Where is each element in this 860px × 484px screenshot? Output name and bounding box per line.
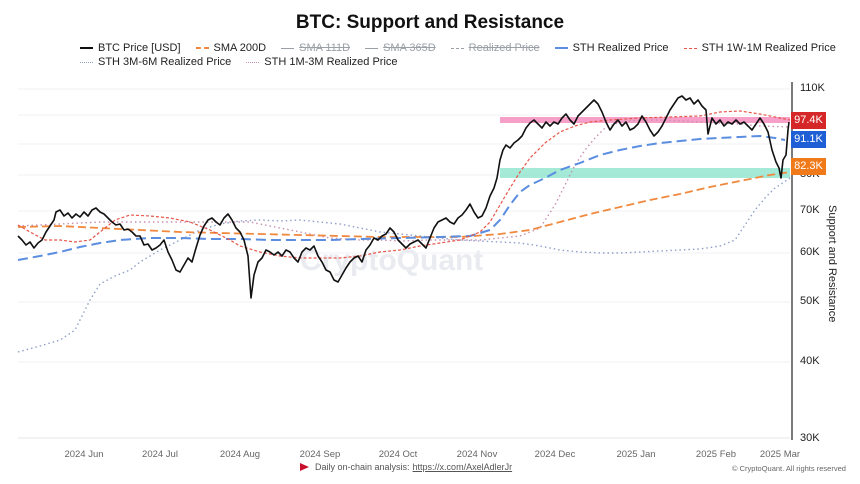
xtick: 2024 Aug [219,449,261,460]
solid-line-icon [281,47,295,49]
y-axis-title: Support and Resistance [826,205,838,323]
gridlines [18,88,790,439]
legend-item-sma-365d[interactable]: SMA 365D [365,41,436,55]
ytick: 110K [800,82,825,94]
chart-title: BTC: Support and Resistance [295,12,565,33]
series-sth-realized [17,134,786,261]
legend-row-1: BTC Price [USD] SMA 200D SMA 111D SMA 36… [80,41,840,55]
legend-item-btc-price[interactable]: BTC Price [USD] [80,41,181,55]
ytick: 50K [800,295,820,307]
badge-97-4k: 97.4K [791,112,826,129]
legend-item-sma-111d[interactable]: SMA 111D [281,41,350,55]
legend-item-sth-realized-price[interactable]: STH Realized Price [554,41,669,55]
dashed-line-icon [554,47,568,49]
series-sth-1w-1m [17,110,791,259]
solid-line-icon [80,47,93,49]
series-sth-1m-3m [17,119,791,242]
xtick: 2025 Feb [695,449,737,460]
dash-dot-line-icon [450,47,464,49]
series-btc-price [17,95,790,299]
analysis-label: Daily on-chain analysis: [315,462,410,472]
legend-item-sth-3m-6m[interactable]: STH 3M-6M Realized Price [80,55,231,69]
dotted-line-icon [246,61,260,63]
dashed-line-icon [195,47,209,49]
support-band [500,168,790,178]
legend-item-sth-1w-1m[interactable]: STH 1W-1M Realized Price [683,41,836,55]
xtick: 2024 Sep [299,449,341,460]
analysis-link[interactable]: https://x.com/AxelAdlerJr [412,462,513,472]
xtick: 2024 Dec [534,449,576,460]
legend-item-sma-200d[interactable]: SMA 200D [195,41,266,55]
series-sth-3m-6m [17,177,791,353]
badge-82-3k: 82.3K [791,158,826,175]
footer-analysis: Daily on-chain analysis: https://x.com/A… [300,462,512,472]
legend: BTC Price [USD] SMA 200D SMA 111D SMA 36… [80,41,840,69]
ytick: 60K [800,246,820,258]
copyright: © CryptoQuant. All rights reserved [732,464,846,473]
dotted-line-icon [80,61,93,63]
flag-icon [300,463,309,471]
dashed-line-icon [683,47,697,49]
xtick: 2024 Nov [456,449,498,460]
xtick: 2025 Mar [759,449,801,460]
solid-line-icon [365,47,379,49]
xtick: 2024 Jul [142,449,178,460]
series-sma-200d [17,171,791,238]
xtick: 2025 Jan [616,449,656,460]
xtick: 2024 Jun [64,449,104,460]
legend-row-2: STH 3M-6M Realized Price STH 1M-3M Reali… [80,55,840,69]
legend-item-realized-price[interactable]: Realized Price [450,41,540,55]
legend-item-sth-1m-3m[interactable]: STH 1M-3M Realized Price [246,55,398,69]
badge-91-1k: 91.1K [791,131,826,148]
ytick: 40K [800,355,820,367]
ytick: 70K [800,204,820,216]
ytick: 30K [800,432,820,444]
xtick: 2024 Oct [378,449,418,460]
